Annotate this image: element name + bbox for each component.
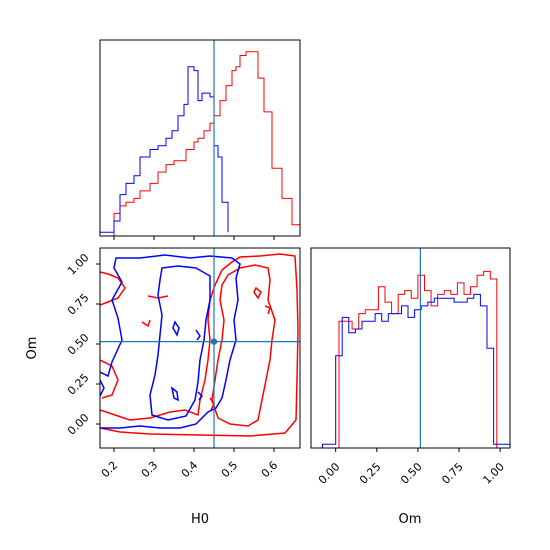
- om-xtick-label: 0.75: [439, 460, 466, 487]
- contour-ytick-label: 0.50: [65, 331, 92, 358]
- om-histogram-panel: 0.00 0.25 0.50 0.75 1.00 Om: [310, 247, 511, 527]
- contour-xtick-label: 0.4: [179, 459, 201, 481]
- red-contour-inner: [211, 264, 276, 427]
- h0-histogram-ticks: [113, 236, 275, 240]
- h0-histogram-blue-series: [100, 66, 229, 236]
- h0-histogram-frame: [99, 39, 301, 237]
- h0-histogram-red-series: [100, 51, 300, 236]
- blue-contour-inner: [149, 265, 211, 421]
- h0-om-contour-panel: 0.2 0.3 0.4 0.5 0.6 0.00 0.25 0.50 0.75 1.00 H0 O…: [25, 247, 301, 527]
- contour-ticks: 0.2 0.3 0.4 0.5 0.6 0.00 0.25 0.50 0.75 1.00: [65, 251, 280, 480]
- red-contour-outer: [100, 253, 299, 437]
- blue-contour-island-2: [195, 329, 201, 341]
- red-contour-left-lower: [100, 359, 119, 399]
- red-contour-left-lobe: [100, 271, 126, 306]
- contour-ytick-label: 0.75: [65, 291, 92, 318]
- contour-ytick-label: 0.00: [65, 411, 92, 438]
- red-contour-right-island: [253, 286, 262, 300]
- blue-contour-left-edge: [100, 379, 105, 397]
- red-contour-mid-mark: [141, 319, 151, 328]
- red-contour-right-mark: [264, 305, 271, 315]
- contour-xtick-label: 0.2: [99, 459, 121, 481]
- contour-xtick-label: 0.3: [139, 459, 161, 481]
- h0-histogram-panel: [99, 39, 301, 240]
- contour-ytick-label: 1.00: [65, 251, 92, 278]
- blue-contour-island-4: [197, 391, 203, 401]
- blue-contour-island-3: [170, 386, 179, 402]
- om-xlabel: Om: [399, 512, 422, 527]
- om-xtick-label: 0.50: [398, 460, 425, 487]
- contour-xtick-label: 0.6: [259, 459, 281, 481]
- om-histogram-ticks: 0.00 0.25 0.50 0.75 1.00: [316, 448, 507, 487]
- om-xtick-label: 0.00: [316, 460, 343, 487]
- om-histogram-blue-series: [311, 293, 510, 448]
- om-histogram-frame: [310, 247, 511, 449]
- contour-ylabel: Om: [25, 337, 40, 360]
- contour-xlabel: H0: [191, 512, 209, 527]
- blue-contour-island-1: [172, 320, 180, 337]
- contour-frame: [99, 247, 301, 449]
- om-histogram-red-series: [311, 270, 510, 448]
- blue-contour-outer: [100, 254, 241, 429]
- om-xtick-label: 1.00: [480, 460, 507, 487]
- om-xtick-label: 0.25: [357, 460, 384, 487]
- contour-ytick-label: 0.25: [65, 371, 92, 398]
- contour-truth-point: [210, 338, 218, 345]
- contour-xtick-label: 0.5: [219, 459, 241, 481]
